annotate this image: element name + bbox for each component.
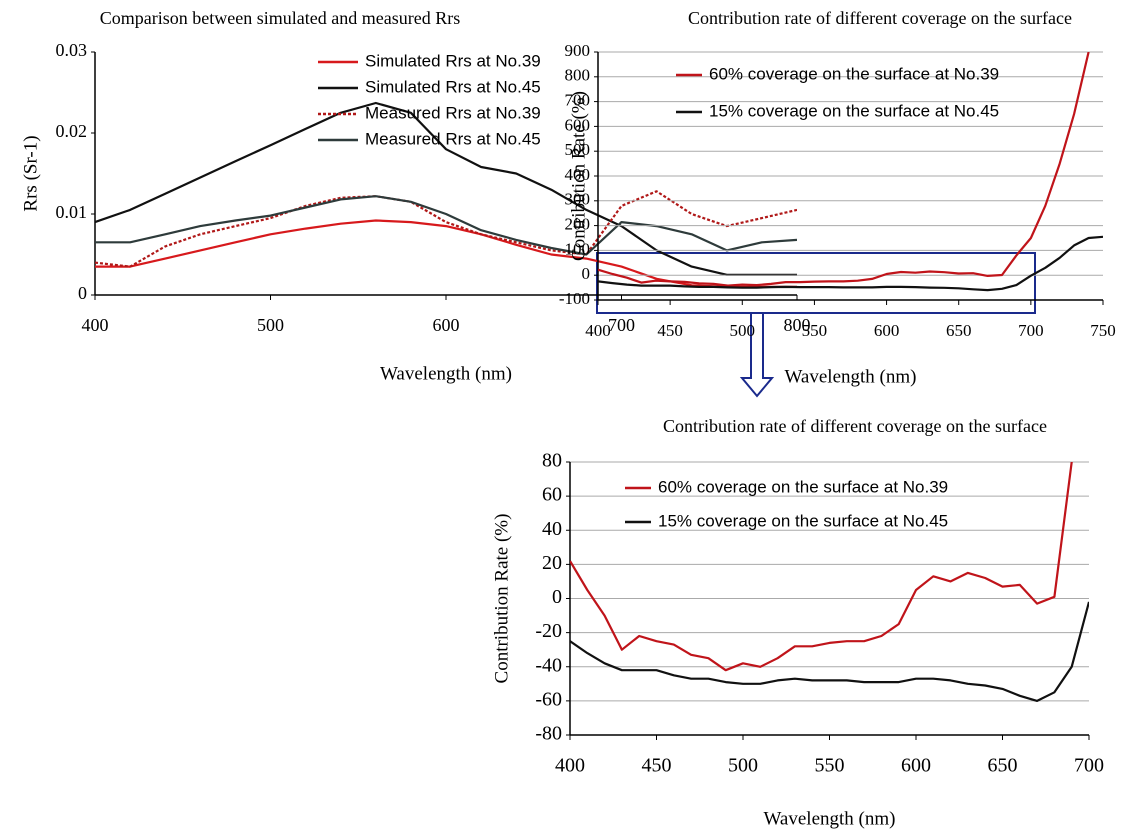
y-tick-label: -40 bbox=[535, 654, 562, 676]
legend-label: 60% coverage on the surface at No.39 bbox=[658, 477, 948, 496]
x-tick-label: 600 bbox=[433, 315, 460, 335]
legend-label: 60% coverage on the surface at No.39 bbox=[709, 64, 999, 83]
y-tick-label: 0.03 bbox=[56, 40, 88, 60]
y-tick-label: -60 bbox=[535, 688, 562, 710]
y-axis-label: Contribution Rate (%) bbox=[491, 514, 512, 684]
plot-area bbox=[95, 101, 797, 288]
zoom-box bbox=[596, 252, 1036, 314]
x-tick-label: 500 bbox=[730, 321, 756, 340]
x-axis-label: Wavelength (nm) bbox=[380, 363, 512, 384]
series-line bbox=[598, 235, 1103, 292]
x-tick-label: 400 bbox=[555, 755, 585, 777]
chart-title: Contribution rate of different coverage … bbox=[663, 416, 1047, 436]
x-tick-label: 750 bbox=[1090, 321, 1116, 340]
y-tick-label: 0.01 bbox=[56, 202, 88, 222]
x-tick-label: 400 bbox=[585, 321, 611, 340]
x-tick-label: 450 bbox=[642, 755, 672, 777]
y-axis-label: Contribution Rate (%) bbox=[568, 91, 589, 261]
y-tick-label: 200 bbox=[565, 215, 591, 234]
x-tick-label: 800 bbox=[784, 315, 811, 335]
y-tick-label: 700 bbox=[565, 91, 591, 110]
x-tick-label: 600 bbox=[901, 755, 931, 777]
x-tick-label: 650 bbox=[946, 321, 972, 340]
legend-label: 15% coverage on the surface at No.45 bbox=[709, 101, 999, 120]
series-line bbox=[95, 219, 797, 288]
y-tick-label: 40 bbox=[542, 518, 562, 540]
x-tick-label: 550 bbox=[815, 755, 845, 777]
zoom-arrow bbox=[739, 312, 775, 398]
y-tick-label: 500 bbox=[565, 140, 591, 159]
chart-title: Contribution rate of different coverage … bbox=[688, 8, 1072, 28]
x-tick-label: 600 bbox=[874, 321, 900, 340]
y-axis-label: Rrs (Sr-1) bbox=[20, 135, 41, 211]
y-tick-label: -20 bbox=[535, 620, 562, 642]
x-tick-label: 700 bbox=[1074, 755, 1104, 777]
series-line bbox=[95, 195, 797, 256]
x-axis-label: Wavelength (nm) bbox=[785, 366, 917, 387]
y-tick-label: 800 bbox=[565, 66, 591, 85]
y-tick-label: 300 bbox=[565, 190, 591, 209]
y-tick-label: 0 bbox=[552, 586, 562, 608]
chart-title: Comparison between simulated and measure… bbox=[100, 8, 460, 28]
plot-area bbox=[598, 52, 1103, 292]
y-tick-label: -100 bbox=[559, 289, 590, 308]
x-axis-label: Wavelength (nm) bbox=[764, 808, 896, 829]
x-tick-label: 700 bbox=[1018, 321, 1044, 340]
x-tick-label: 500 bbox=[728, 755, 758, 777]
series-line bbox=[598, 52, 1090, 287]
series-line bbox=[95, 190, 797, 268]
y-tick-label: 80 bbox=[542, 450, 562, 472]
y-tick-label: -80 bbox=[535, 723, 562, 745]
y-tick-label: 0 bbox=[78, 283, 87, 303]
y-tick-label: 100 bbox=[565, 239, 591, 258]
legend-label: Simulated Rrs at No.39 bbox=[365, 51, 541, 70]
y-tick-label: 20 bbox=[542, 552, 562, 574]
y-tick-label: 400 bbox=[565, 165, 591, 184]
legend-label: Measured Rrs at No.39 bbox=[365, 103, 541, 122]
x-tick-label: 500 bbox=[257, 315, 284, 335]
series-line bbox=[95, 101, 797, 276]
x-tick-label: 400 bbox=[82, 315, 109, 335]
x-tick-label: 450 bbox=[657, 321, 683, 340]
legend-label: Measured Rrs at No.45 bbox=[365, 129, 541, 148]
x-tick-label: 550 bbox=[802, 321, 828, 340]
y-tick-label: 600 bbox=[565, 115, 591, 134]
y-tick-label: 0.02 bbox=[56, 121, 88, 141]
series-line bbox=[570, 462, 1073, 672]
legend-label: Simulated Rrs at No.45 bbox=[365, 77, 541, 96]
legend-label: 15% coverage on the surface at No.45 bbox=[658, 511, 948, 530]
plot-area bbox=[570, 462, 1089, 702]
y-tick-label: 60 bbox=[542, 484, 562, 506]
y-tick-label: 0 bbox=[582, 264, 591, 283]
y-tick-label: 900 bbox=[565, 41, 591, 60]
series-line bbox=[570, 601, 1089, 702]
x-tick-label: 700 bbox=[608, 315, 635, 335]
x-tick-label: 650 bbox=[988, 755, 1018, 777]
